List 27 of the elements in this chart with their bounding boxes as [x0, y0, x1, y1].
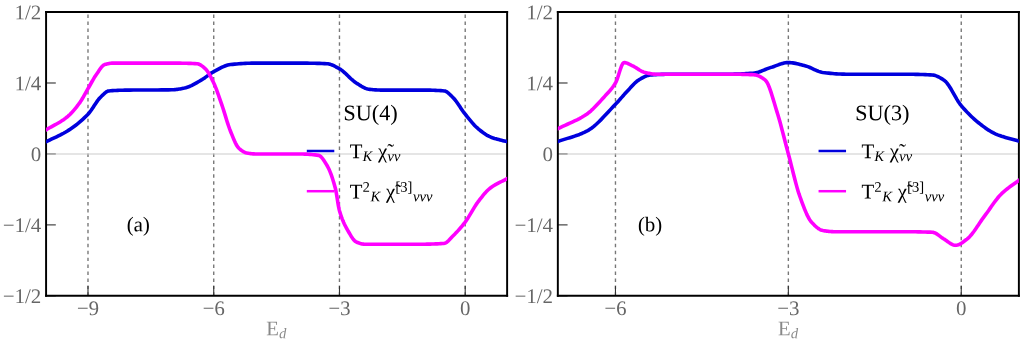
- y-tick-label: −1/4: [515, 218, 553, 233]
- y-tick-label: 0: [543, 147, 553, 162]
- y-tick-label: 1/2: [16, 5, 41, 20]
- y-tick-label: 1/2: [528, 5, 552, 20]
- annotation: (b): [638, 216, 662, 236]
- y-tick-label: 0: [31, 147, 41, 162]
- y-tick-label: −1/2: [3, 289, 41, 304]
- y-tick-label: −1/4: [3, 218, 41, 233]
- x-tick-label: −6: [605, 301, 626, 316]
- x-tick-label: −3: [329, 301, 350, 316]
- legend-label: T$_{K}$ χ̃$_{νν}$: [350, 144, 401, 163]
- legend-label: T$^{2}$$_{K}$ χ̃$^{[3]}$$_{ννν}$: [861, 181, 945, 203]
- y-tick-label: 1/4: [16, 76, 41, 91]
- x-tick-label: −9: [77, 301, 99, 316]
- y-tick-label: 1/4: [528, 76, 553, 91]
- x-tick-label: 0: [460, 301, 470, 316]
- legend-title: SU(4): [344, 104, 397, 125]
- x-axis-title: E$_{d}$: [778, 321, 799, 339]
- x-tick-label: −6: [203, 301, 225, 316]
- x-axis-title: E$_{d}$: [266, 321, 287, 339]
- legend-label: T$_{K}$ χ̃$_{νν}$: [861, 144, 913, 163]
- x-tick-label: −3: [778, 301, 799, 316]
- annotation: (a): [127, 216, 149, 236]
- x-tick-label: 0: [956, 301, 966, 316]
- legend-title: SU(3): [856, 104, 909, 125]
- legend-label: T$^{2}$$_{K}$ χ̃$^{[3]}$$_{ννν}$: [350, 181, 433, 203]
- y-tick-label: −1/2: [515, 289, 552, 304]
